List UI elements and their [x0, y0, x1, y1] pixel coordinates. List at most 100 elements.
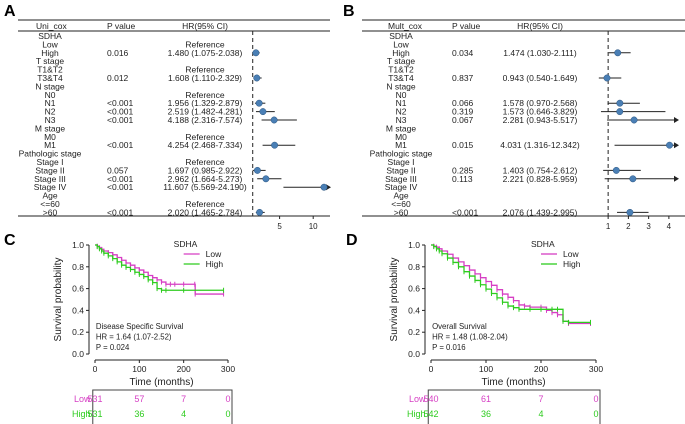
panel-label-c: C	[4, 232, 16, 249]
forest-hr-point	[255, 99, 263, 107]
km-risk-value: 0	[593, 394, 598, 404]
km-y-tick-label: 0.6	[72, 284, 84, 294]
km-y-tick-label: 0.2	[72, 327, 84, 337]
forest-row-pvalue: <0.001	[107, 207, 134, 217]
km-risk-value: 531	[87, 409, 102, 419]
forest-row-hr: 1.474 (1.030-2.111)	[503, 48, 577, 58]
km-x-tick-label: 100	[132, 364, 146, 374]
km-annotation: HR = 1.64 (1.07-2.52)	[96, 332, 172, 341]
forest-row-pvalue: <0.001	[107, 182, 134, 192]
forest-row-label: N stage	[35, 81, 65, 91]
forest-row-label: N3	[45, 115, 56, 125]
forest-row-hr: 11.607 (5.569-24.190)	[163, 182, 247, 192]
forest-row-label: >60	[394, 207, 409, 217]
forest-row-hr: Reference	[185, 90, 224, 100]
forest-row-label: Stage IV	[34, 182, 67, 192]
km-curve-low	[95, 244, 224, 295]
forest-row-label: M stage	[35, 123, 66, 133]
km-annotation: P = 0.024	[96, 343, 130, 352]
forest-row-hr: 4.031 (1.316-12.342)	[500, 140, 580, 150]
km-risk-value: 4	[538, 409, 543, 419]
forest-hr-point	[603, 74, 611, 82]
panel-label-b: B	[343, 3, 355, 20]
forest-row-label: SDHA	[38, 31, 62, 41]
km-x-tick-label: 200	[534, 364, 548, 374]
forest-row-pvalue: 0.034	[452, 48, 474, 58]
km-annotation: P = 0.016	[432, 343, 465, 352]
km-legend-label: Low	[206, 249, 222, 259]
forest-row-label: Stage III	[385, 174, 417, 184]
forest-row-hr: 2.519 (1.482-4.281)	[168, 107, 243, 117]
km-y-tick-label: 0.4	[72, 305, 84, 315]
forest-row-label: Stage III	[34, 174, 66, 184]
forest-row-label: Stage I	[37, 157, 64, 167]
km-risk-value: 36	[481, 409, 491, 419]
forest-row-label: M1	[395, 140, 407, 150]
km-x-tick-label: 0	[93, 364, 98, 374]
forest-x-tick-label: 3	[646, 222, 651, 231]
km-legend-label: Low	[563, 249, 579, 259]
forest-row-label: >60	[43, 207, 58, 217]
km-x-tick-label: 300	[589, 364, 603, 374]
forest-row-pvalue: 0.057	[107, 165, 129, 175]
forest-hr-point	[253, 74, 261, 82]
forest-row-label: Age	[42, 191, 57, 201]
forest-row-label: Age	[393, 191, 408, 201]
km-y-tick-label: 0.0	[72, 349, 84, 359]
forest-row-hr: 2.076 (1.439-2.995)	[503, 207, 578, 217]
km-legend-label: High	[563, 259, 581, 269]
forest-row-hr: Reference	[185, 199, 224, 209]
forest-header-variable: Uni_cox	[36, 21, 67, 31]
forest-row-hr: 2.962 (1.664-5.273)	[168, 174, 243, 184]
forest-row-hr: 0.943 (0.540-1.649)	[503, 73, 578, 83]
forest-ci-arrow	[326, 184, 331, 191]
forest-header-pvalue: P value	[107, 21, 135, 31]
forest-row-pvalue: 0.066	[452, 98, 474, 108]
km-y-axis-label: Survival probability	[53, 258, 64, 342]
forest-row-label: Low	[393, 39, 409, 49]
forest-row-hr: 4.188 (2.316-7.574)	[168, 115, 243, 125]
km-x-tick-label: 300	[221, 364, 235, 374]
forest-row-label: M0	[395, 132, 407, 142]
forest-row-pvalue: 0.012	[107, 73, 129, 83]
forest-row-label: N0	[396, 90, 407, 100]
forest-hr-point	[626, 208, 634, 216]
forest-row-hr: 1.956 (1.329-2.879)	[168, 98, 243, 108]
forest-row-label: High	[41, 48, 59, 58]
panel-label-d: D	[346, 232, 358, 249]
km-plot-overall: 0.0 0.2 0.4 0.6 0.8 1.0 0 100 200 300 Time (months…	[389, 239, 603, 424]
forest-row-hr: 1.608 (1.110-2.329)	[168, 73, 242, 83]
km-risk-value: 36	[134, 409, 144, 419]
forest-hr-point	[616, 99, 624, 107]
forest-row-hr: Reference	[185, 157, 224, 167]
km-risk-row-label: High	[72, 409, 91, 419]
km-risk-row-label: Low	[409, 394, 426, 404]
forest-row-label: T1&T2	[37, 65, 63, 75]
km-y-tick-label: 0.6	[408, 284, 420, 294]
forest-row-label: Pathologic stage	[370, 149, 433, 159]
forest-x-tick-label: 4	[667, 222, 672, 231]
forest-row-pvalue: <0.001	[107, 115, 134, 125]
km-x-tick-label: 200	[177, 364, 191, 374]
forest-row-hr: 2.281 (0.943-5.517)	[503, 115, 578, 125]
km-y-tick-label: 0.0	[408, 349, 420, 359]
km-risk-value: 4	[181, 409, 186, 419]
km-risk-value: 61	[481, 394, 491, 404]
forest-hr-point	[253, 166, 261, 174]
forest-row-label: N0	[45, 90, 56, 100]
forest-row-pvalue: 0.319	[452, 107, 474, 117]
km-legend-title: SDHA	[531, 239, 555, 249]
forest-hr-point	[612, 166, 620, 174]
forest-header-variable: Mult_cox	[388, 21, 423, 31]
forest-row-pvalue: 0.067	[452, 115, 474, 125]
forest-ci-arrow	[674, 175, 679, 182]
forest-row-pvalue: 0.015	[452, 140, 474, 150]
km-x-tick-label: 0	[429, 364, 434, 374]
km-risk-value: 531	[87, 394, 102, 404]
forest-row-pvalue: <0.001	[107, 174, 134, 184]
forest-row-pvalue: 0.837	[452, 73, 474, 83]
forest-row-pvalue: <0.001	[452, 207, 479, 217]
forest-hr-point	[629, 175, 637, 183]
